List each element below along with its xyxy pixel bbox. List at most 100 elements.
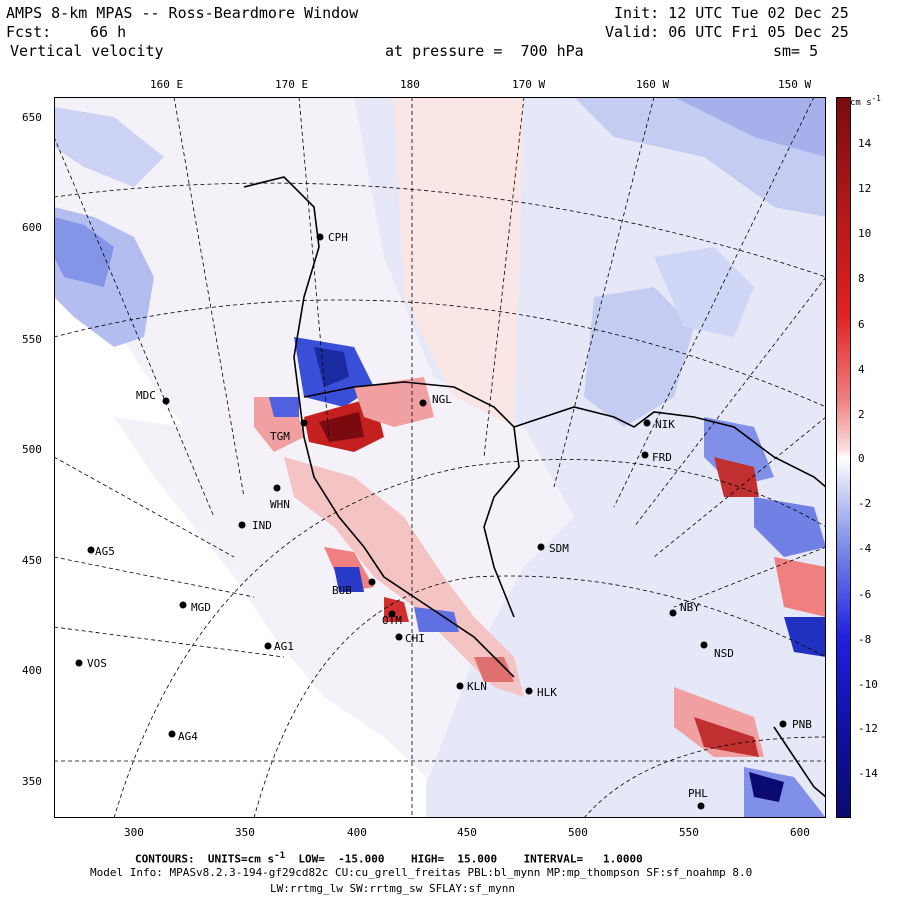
map-title: AMPS 8-km MPAS -- Ross-Beardmore Window bbox=[6, 4, 359, 22]
colorbar-tick-label: 0 bbox=[858, 452, 865, 465]
station-label: NSD bbox=[714, 647, 734, 660]
colorbar-tick-label: 14 bbox=[858, 137, 872, 150]
lon-label: 170 W bbox=[512, 78, 546, 91]
station-label: AG1 bbox=[274, 640, 294, 653]
station-dot-mdc bbox=[162, 397, 170, 405]
station-dot-nik bbox=[643, 419, 651, 427]
colorbar-tick-label: -8 bbox=[858, 633, 872, 646]
station-label: PNB bbox=[792, 718, 812, 731]
colorbar-tick-label: 4 bbox=[858, 363, 865, 376]
y-tick-label: 350 bbox=[22, 775, 42, 788]
map-panel[interactable] bbox=[54, 97, 826, 818]
station-label: PHL bbox=[688, 787, 708, 800]
lon-label: 180 bbox=[400, 78, 420, 91]
station-dot-hlk bbox=[525, 687, 533, 695]
station-label: FRD bbox=[652, 451, 672, 464]
station-dot-nsd bbox=[700, 641, 708, 649]
station-label: AG5 bbox=[95, 545, 115, 558]
station-dot-whn bbox=[273, 484, 281, 492]
field-neg-strong bbox=[314, 347, 349, 387]
field-pos-low bbox=[394, 97, 524, 427]
field-pos-mid bbox=[354, 377, 434, 427]
model-info: Model Info: MPASv8.2.3-194-gf29cd82c CU:… bbox=[90, 866, 753, 879]
forecast-hour: 66 h bbox=[90, 23, 127, 41]
station-dot-otm bbox=[388, 610, 396, 618]
y-tick-label: 400 bbox=[22, 664, 42, 677]
station-label: CHI bbox=[405, 632, 425, 645]
station-dot-nby bbox=[669, 609, 677, 617]
colorbar-units: cm s-1 bbox=[850, 94, 881, 108]
lon-label: 170 E bbox=[275, 78, 309, 91]
field-neg-strong bbox=[749, 772, 784, 802]
colorbar-tick-label: -10 bbox=[858, 678, 878, 691]
field-pos-mid bbox=[774, 557, 826, 617]
colorbar-tick-label: -2 bbox=[858, 497, 872, 510]
station-label: SDM bbox=[549, 542, 569, 555]
variable-name: Vertical velocity bbox=[10, 42, 164, 60]
station-label: MGD bbox=[191, 601, 211, 614]
field-pos-strong bbox=[714, 457, 759, 497]
station-dot-pnb bbox=[779, 720, 787, 728]
x-tick-label: 400 bbox=[347, 826, 367, 839]
colorbar-frame bbox=[836, 97, 851, 818]
lon-label: 160 W bbox=[636, 78, 670, 91]
high-value: HIGH= 15.000 bbox=[410, 852, 498, 866]
field-pos-mid bbox=[474, 657, 514, 682]
forecast-label: Fcst: bbox=[6, 23, 52, 41]
station-dot-chi bbox=[395, 633, 403, 641]
x-tick-label: 300 bbox=[124, 826, 144, 839]
station-label: WHN bbox=[270, 498, 290, 511]
station-label: OTM bbox=[382, 614, 402, 627]
station-dot-kln bbox=[456, 682, 464, 690]
station-dot-cph bbox=[316, 233, 324, 241]
field-neg-patch bbox=[674, 97, 826, 157]
field-pos-band bbox=[284, 457, 524, 697]
station-label: MDC bbox=[136, 389, 156, 402]
station-dot-ag5 bbox=[87, 546, 95, 554]
field-neg-strong bbox=[269, 397, 299, 417]
station-dot-ngl bbox=[419, 399, 427, 407]
station-label: VOS bbox=[87, 657, 107, 670]
field-pos-strong bbox=[319, 412, 364, 442]
station-dot-ind bbox=[238, 521, 246, 529]
plateau-region bbox=[54, 417, 426, 818]
field-neg-patch bbox=[654, 247, 754, 337]
colorbar-tick-label: 8 bbox=[858, 272, 865, 285]
x-tick-label: 500 bbox=[568, 826, 588, 839]
station-label: IND bbox=[252, 519, 272, 532]
colorbar-tick-label: -12 bbox=[858, 722, 878, 735]
y-tick-label: 450 bbox=[22, 554, 42, 567]
graticule bbox=[54, 97, 826, 818]
colorbar-tick-label: 6 bbox=[858, 318, 865, 331]
radiation-info: LW:rrtmg_lw SW:rrtmg_sw SFLAY:sf_mynn bbox=[270, 882, 516, 895]
pressure-level: at pressure = 700 hPa bbox=[385, 42, 584, 60]
station-dot-ag1 bbox=[264, 642, 272, 650]
station-label: NBY bbox=[680, 601, 700, 614]
field-pos-strong bbox=[694, 717, 759, 757]
x-tick-label: 450 bbox=[457, 826, 477, 839]
footer-contours: CONTOURS: UNITS=cm s-1 LOW= -15.000 HIGH… bbox=[135, 850, 643, 866]
y-tick-label: 650 bbox=[22, 111, 42, 124]
x-tick-label: 350 bbox=[235, 826, 255, 839]
station-label: NGL bbox=[432, 393, 452, 406]
field-neg-patch bbox=[54, 217, 114, 287]
colorbar-tick-label: 10 bbox=[858, 227, 872, 240]
lon-label: 160 E bbox=[150, 78, 184, 91]
coastline bbox=[243, 176, 826, 798]
units-label: UNITS=cm s bbox=[207, 852, 275, 866]
station-dot-tgm bbox=[300, 419, 308, 427]
interval-value: INTERVAL= 1.0000 bbox=[523, 852, 643, 866]
x-tick-label: 600 bbox=[790, 826, 810, 839]
field-neg-strong bbox=[784, 617, 826, 657]
colorbar-fill bbox=[836, 97, 851, 818]
low-value: LOW= -15.000 bbox=[298, 852, 385, 866]
contours-label: CONTOURS: bbox=[135, 852, 195, 866]
station-markers bbox=[75, 233, 787, 810]
smoothing-value: sm= 5 bbox=[773, 42, 819, 60]
field-neg-mid bbox=[414, 607, 459, 632]
station-label: TGM bbox=[270, 430, 290, 443]
station-label: BUB bbox=[332, 584, 352, 597]
station-dot-phl bbox=[697, 802, 705, 810]
field-neg-mid bbox=[754, 497, 826, 557]
colorbar-tick-label: 12 bbox=[858, 182, 872, 195]
